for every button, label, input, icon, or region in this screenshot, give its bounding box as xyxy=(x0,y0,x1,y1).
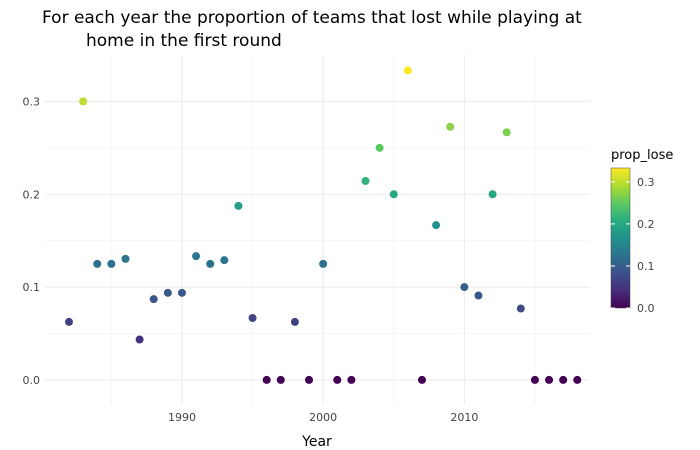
y-tick-label: 0.1 xyxy=(23,281,41,294)
data-point xyxy=(502,128,511,137)
legend-tick-label: 0.3 xyxy=(637,176,655,189)
data-point xyxy=(417,375,426,384)
data-point xyxy=(474,291,483,300)
data-point xyxy=(220,256,229,265)
data-point xyxy=(65,317,74,326)
legend-tick-label: 0.1 xyxy=(637,260,655,273)
data-point xyxy=(516,304,525,313)
data-point xyxy=(488,190,497,199)
legend-tick-label: 0.2 xyxy=(637,218,655,231)
x-axis-ticks: 1990 2000 2010 xyxy=(168,411,478,424)
data-point xyxy=(234,201,243,210)
data-point xyxy=(163,288,172,297)
data-point xyxy=(460,283,469,292)
data-point xyxy=(319,259,328,268)
data-point xyxy=(192,252,201,261)
y-tick-label: 0.0 xyxy=(23,374,41,387)
data-point xyxy=(262,375,271,384)
data-point xyxy=(93,259,102,268)
chart-title-line-2: home in the first round xyxy=(86,31,282,51)
grid-lines xyxy=(45,55,590,405)
y-tick-label: 0.3 xyxy=(23,95,41,108)
data-point xyxy=(389,190,398,199)
data-points xyxy=(65,66,582,384)
data-point xyxy=(545,375,554,384)
data-point xyxy=(446,122,455,131)
data-point xyxy=(206,259,215,268)
data-point xyxy=(432,221,441,230)
chart-title-line-1: For each year the proportion of teams th… xyxy=(42,8,582,28)
legend-ticks: 0.0 0.1 0.2 0.3 xyxy=(611,176,655,315)
data-point xyxy=(135,335,144,344)
data-point xyxy=(403,66,412,75)
x-axis-label: Year xyxy=(301,434,332,450)
y-tick-label: 0.2 xyxy=(23,188,41,201)
data-point xyxy=(149,295,158,304)
data-point xyxy=(375,143,384,152)
data-point xyxy=(290,317,299,326)
x-tick-label: 2010 xyxy=(450,411,478,424)
data-point xyxy=(305,375,314,384)
data-point xyxy=(559,375,568,384)
data-point xyxy=(530,375,539,384)
data-point xyxy=(177,288,186,297)
data-point xyxy=(107,259,116,268)
data-point xyxy=(361,176,370,185)
legend-title: prop_lose xyxy=(611,148,673,163)
data-point xyxy=(573,375,582,384)
data-point xyxy=(79,97,88,106)
data-point xyxy=(121,254,130,263)
data-point xyxy=(248,314,257,323)
y-axis-ticks: 0.0 0.1 0.2 0.3 xyxy=(23,95,41,387)
data-point xyxy=(347,375,356,384)
data-point xyxy=(276,375,285,384)
data-point xyxy=(333,375,342,384)
legend-colorbar xyxy=(610,167,631,309)
color-legend: prop_lose 0.0 0.1 0.2 0.3 xyxy=(610,148,673,315)
legend-tick-label: 0.0 xyxy=(637,302,655,315)
x-tick-label: 1990 xyxy=(168,411,196,424)
x-tick-label: 2000 xyxy=(309,411,337,424)
